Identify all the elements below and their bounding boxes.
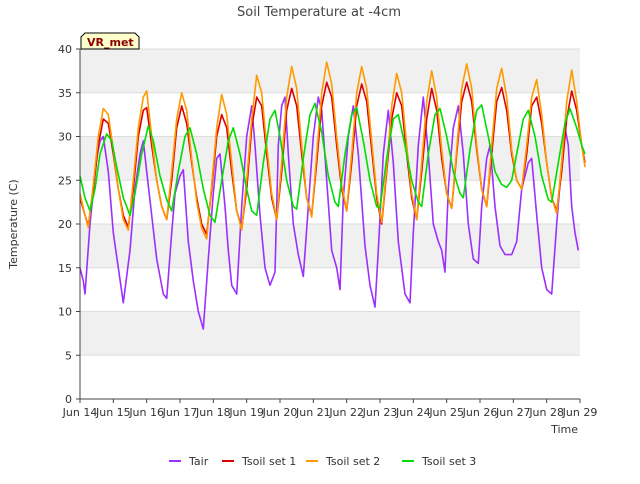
x-tick-label: Jun 17 (162, 406, 198, 419)
y-tick-label: 25 (58, 174, 72, 187)
vr-met-annotation: VR_met (80, 32, 140, 50)
y-axis-label: Temperature (C) (7, 179, 20, 269)
y-tick-label: 40 (58, 43, 72, 56)
y-tick-label: 0 (65, 393, 72, 406)
legend-item: Tair (169, 455, 209, 468)
y-tick-label: 35 (58, 87, 72, 100)
annotation-box (80, 32, 140, 50)
x-tick-label: Jun 26 (462, 406, 498, 419)
x-tick-label: Jun 23 (362, 406, 398, 419)
plot-band (80, 267, 580, 312)
legend-item: Tsoil set 3 (402, 455, 476, 468)
x-tick-label: Jun 15 (95, 406, 131, 419)
y-tick-label: 20 (58, 218, 72, 231)
x-tick-label: Jun 14 (62, 406, 98, 419)
plot-band (80, 136, 580, 181)
legend-item: Tsoil set 1 (222, 455, 296, 468)
legend: Tair Tsoil set 1 Tsoil set 2 Tsoil set 3 (169, 455, 476, 468)
x-tick-label: Jun 25 (428, 406, 464, 419)
x-tick-label: Jun 20 (262, 406, 298, 419)
x-tick-label: Jun 24 (395, 406, 431, 419)
x-tick-label: Jun 16 (128, 406, 164, 419)
legend-label: Tair (188, 455, 209, 468)
series-line-tsoil-set-2 (79, 61, 586, 240)
x-tick-label: Jun 19 (228, 406, 264, 419)
legend-label: Tsoil set 2 (325, 455, 380, 468)
y-tick-label: 10 (58, 306, 72, 319)
x-tick-label: Jun 18 (195, 406, 231, 419)
y-tick-label: 15 (58, 262, 72, 275)
legend-label: Tsoil set 3 (421, 455, 476, 468)
legend-label: Tsoil set 1 (241, 455, 296, 468)
plot-band (80, 355, 580, 399)
x-tick-label: Jun 29 (562, 406, 598, 419)
x-tick-label: Jun 22 (328, 406, 364, 419)
annotation-label: VR_met (87, 36, 134, 49)
y-tick-label: 5 (65, 349, 72, 362)
y-ticks: 0 5 10 15 20 25 30 35 40 (58, 43, 80, 406)
x-tick-label: Jun 28 (528, 406, 564, 419)
plot-band (80, 311, 580, 356)
x-tick-label: Jun 21 (295, 406, 331, 419)
x-tick-label: Jun 27 (495, 406, 531, 419)
chart-title: Soil Temperature at -4cm (237, 5, 401, 20)
series-line-tsoil-set-3 (79, 102, 586, 224)
x-axis-label: Time (550, 423, 578, 436)
y-tick-label: 30 (58, 131, 72, 144)
legend-item: Tsoil set 2 (306, 455, 380, 468)
series-layer (79, 61, 586, 330)
